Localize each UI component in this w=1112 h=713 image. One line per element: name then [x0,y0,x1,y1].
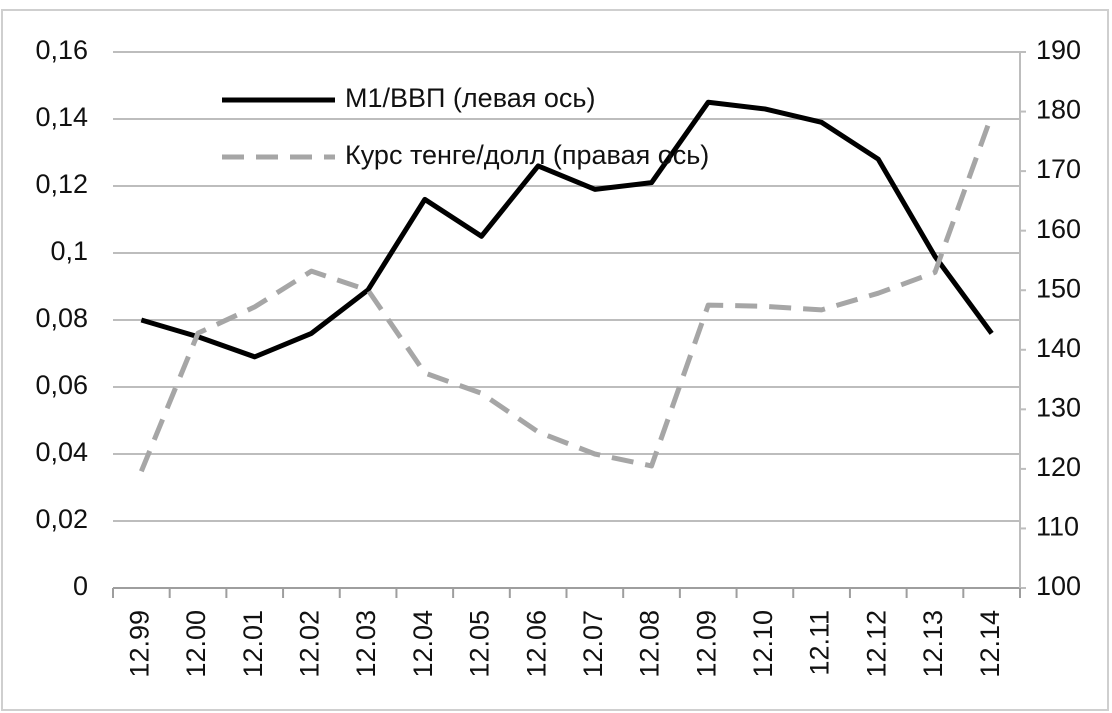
y-tick-label: 0,12 [35,169,88,199]
y2-tick-label: 130 [1036,392,1081,422]
y2-tick-label: 150 [1036,273,1081,303]
legend-label: Курс тенге/долл (правая ось) [345,140,709,170]
y2-tick-label: 180 [1036,95,1081,125]
y-tick-label: 0,08 [35,303,88,333]
x-tick-label: 12.01 [238,610,268,678]
x-tick-label: 12.12 [861,610,891,678]
y2-tick-label: 160 [1036,214,1081,244]
x-tick-label: 12.14 [975,610,1005,678]
x-tick-label: 12.00 [181,610,211,678]
x-tick-label: 12.09 [691,610,721,678]
y2-tick-label: 100 [1036,571,1081,601]
x-tick-label: 12.07 [578,610,608,678]
y2-tick-label: 170 [1036,154,1081,184]
x-tick-label: 12.99 [124,610,154,678]
y-tick-label: 0,1 [50,236,88,266]
x-tick-label: 12.06 [521,610,551,678]
y-tick-label: 0,02 [35,504,88,534]
y2-tick-label: 190 [1036,35,1081,65]
y2-tick-label: 120 [1036,452,1081,482]
x-tick-label: 12.05 [465,610,495,678]
y2-tick-label: 140 [1036,333,1081,363]
y-tick-label: 0,06 [35,370,88,400]
x-tick-label: 12.04 [408,610,438,678]
chart-frame [1,9,1109,711]
y2-tick-label: 110 [1036,512,1079,542]
x-tick-label: 12.03 [351,610,381,678]
x-tick-label: 12.08 [635,610,665,678]
x-tick-label: 12.11 [805,610,835,676]
y-tick-label: 0,16 [35,35,88,65]
y-tick-label: 0,14 [35,102,88,132]
series-line [140,99,994,360]
series-line [139,114,995,473]
x-tick-label: 12.10 [748,610,778,678]
x-tick-label: 12.02 [295,610,325,678]
legend-label: М1/ВВП (левая ось) [345,83,595,113]
x-tick-label: 12.13 [918,610,948,678]
y-tick-label: 0,04 [35,437,88,467]
y-tick-label: 0 [73,571,88,601]
